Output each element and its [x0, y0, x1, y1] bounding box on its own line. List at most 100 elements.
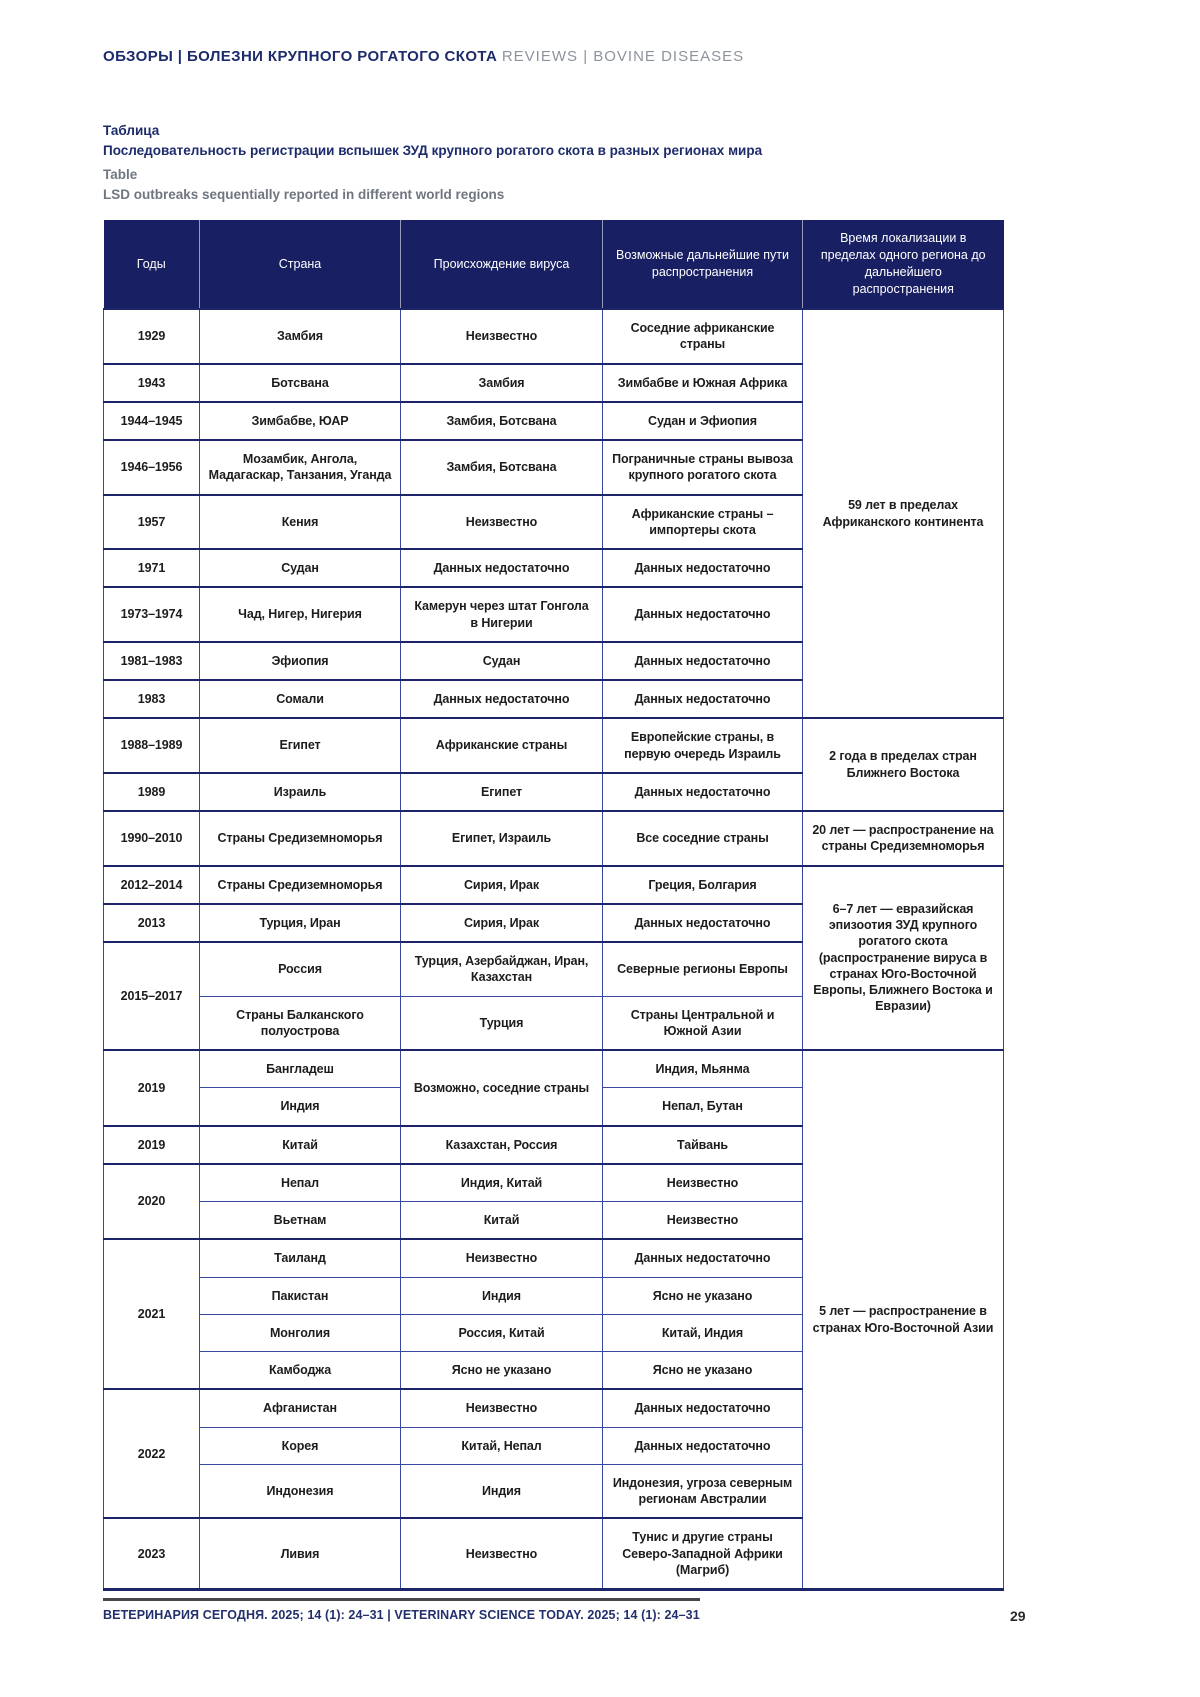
table-cell: Пакистан: [199, 1276, 401, 1315]
table-row: 2019 Китай Казахстан, Россия Тайвань: [103, 1124, 1004, 1165]
table-cell: Чад, Нигер, Нигерия: [199, 586, 401, 643]
table-cell: Сирия, Ирак: [400, 902, 603, 943]
cell-years: 1944–1945: [103, 400, 200, 441]
cell-years: 1946–1956: [103, 439, 200, 495]
table-cell: Египет: [199, 717, 401, 774]
table-cell: Неизвестно: [400, 308, 603, 364]
col-header-virus-origin: Происхождение вируса: [400, 220, 603, 309]
table-row: 1990–2010 Страны Средиземноморья Египет, И…: [103, 810, 1004, 866]
table-row: 2015–2017 Россия Турция, Азербайджан, Иран…: [103, 941, 1004, 1051]
table-row: 1944–1945 Зимбабве, ЮАР Замбия, Ботсвана Су…: [103, 400, 1004, 441]
table-cell: Данных недостаточно: [602, 1388, 803, 1428]
cell-years: 2013: [103, 902, 200, 943]
table-cell: Данных недостаточно: [602, 678, 803, 719]
table-cell: Индия, Китай: [400, 1162, 603, 1202]
table-cell: Зимбабве, ЮАР: [199, 400, 401, 441]
table-cell: Африканские страны – импортеры скота: [602, 493, 803, 550]
table-cell: Россия: [199, 941, 401, 997]
table-cell: Неизвестно: [400, 1388, 603, 1428]
table-cell: Индия: [199, 1087, 401, 1126]
table-cell: 2 года в пределах стран Ближнего Востока: [802, 717, 1004, 812]
cell-years: 1971: [103, 547, 200, 588]
table-cell: Индонезия: [199, 1463, 401, 1519]
table-cell: 59 лет в пределах Африканского континент…: [802, 307, 1004, 719]
table-cell: Греция, Болгария: [602, 864, 803, 905]
table-row: 2019 Бангладеш Возможно, соседние страны Ин…: [103, 1049, 1004, 1590]
table-cell: Китай: [199, 1124, 401, 1165]
cell-years: 2021: [103, 1238, 200, 1390]
table-cell: Непал, Бутан: [602, 1087, 803, 1126]
running-head: ОБЗОРЫ | БОЛЕЗНИ КРУПНОГО РОГАТОГО СКОТА…: [103, 48, 1003, 65]
caption-label-ru: Таблица: [103, 123, 160, 138]
table-cell: Ясно не указано: [400, 1351, 603, 1390]
table-cell: Сомали: [199, 678, 401, 719]
cell-years: 1983: [103, 678, 200, 719]
table-cell: Соседние африканские страны: [602, 308, 803, 364]
table-row: 1929 Замбия Неизвестно Соседние африканские…: [103, 307, 1004, 719]
table-cell: Северные регионы Европы: [602, 941, 803, 997]
table-cell: Индия: [400, 1276, 603, 1315]
table-row: Индия Непал, Бутан: [104, 1087, 1004, 1126]
table-cell: Замбия: [400, 362, 603, 403]
cell-years: 1989: [103, 771, 200, 812]
table-cell: Данных недостаточно: [602, 1426, 803, 1465]
table-cell: Страны Средиземноморья: [199, 864, 401, 905]
table-cell: Египет, Израиль: [400, 810, 603, 866]
table-cell: Неизвестно: [400, 1517, 603, 1591]
footer-citation: ВЕТЕРИНАРИЯ СЕГОДНЯ. 2025; 14 (1): 24–31…: [103, 1598, 700, 1622]
cell-years: 2019: [103, 1124, 200, 1165]
col-header-country: Страна: [199, 220, 401, 309]
table-row: 2013 Турция, Иран Сирия, Ирак Данных недост…: [103, 902, 1004, 943]
table-cell: Замбия, Ботсвана: [400, 439, 603, 495]
caption-title-ru: Последовательность регистрации вспышек З…: [103, 143, 763, 158]
table-cell: Возможно, соседние страны: [400, 1049, 603, 1126]
cell-years: 2022: [103, 1388, 200, 1519]
table-cell: Все соседние страны: [602, 810, 803, 866]
cell-years: 1973–1974: [103, 586, 200, 643]
running-head-en: REVIEWS | BOVINE DISEASES: [501, 48, 745, 65]
table-row: Монголия Россия, Китай Китай, Индия: [104, 1313, 1004, 1353]
table-cell: Израиль: [199, 771, 401, 812]
table-row: 1957 Кения Неизвестно Африканские страны – …: [103, 493, 1004, 550]
table-cell: Индонезия, угроза северным регионам Авст…: [602, 1463, 803, 1519]
col-header-localization-time: Время локализации в пределах одного реги…: [802, 220, 1004, 309]
table-cell: Монголия: [199, 1313, 401, 1353]
table-row: Вьетнам Китай Неизвестно: [104, 1201, 1004, 1240]
table-cell: Бангладеш: [199, 1049, 401, 1089]
table-cell: Судан: [199, 547, 401, 588]
table-cell: Египет: [400, 771, 603, 812]
table-header: Годы Страна Происхождение вируса Возможн…: [103, 220, 1004, 309]
page-content: ОБЗОРЫ | БОЛЕЗНИ КРУПНОГО РОГАТОГО СКОТА…: [103, 0, 1004, 1591]
table-cell: Непал: [199, 1162, 401, 1202]
table-row: 2022 Афганистан Неизвестно Данных недостато…: [103, 1388, 1004, 1519]
cell-years: 1957: [103, 493, 200, 550]
lsd-outbreaks-table: Годы Страна Происхождение вируса Возможн…: [103, 220, 1004, 1591]
table-cell: Судан и Эфиопия: [602, 400, 803, 441]
caption-title-en: LSD outbreaks sequentially reported in d…: [103, 187, 505, 202]
cell-years: 2012–2014: [103, 864, 200, 905]
table-cell: Китай, Непал: [400, 1426, 603, 1465]
table-row: Корея Китай, Непал Данных недостаточно: [104, 1426, 1004, 1465]
table-cell: Ботсвана: [199, 362, 401, 403]
table-cell: Казахстан, Россия: [400, 1124, 603, 1165]
page-footer: ВЕТЕРИНАРИЯ СЕГОДНЯ. 2025; 14 (1): 24–31…: [103, 1598, 700, 1624]
caption-label-en: Table: [103, 167, 138, 182]
table-cell: Индия: [400, 1463, 603, 1519]
table-row: 2023 Ливия Неизвестно Тунис и другие страны…: [103, 1517, 1004, 1591]
table-cell: Кения: [199, 493, 401, 550]
table-cell: Неизвестно: [400, 1238, 603, 1278]
page-number: 29: [1010, 1608, 1026, 1624]
table-cell: Камерун через штат Гонгола в Нигерии: [400, 586, 603, 643]
table-cell: Турция, Иран: [199, 902, 401, 943]
table-cell: Страны Средиземноморья: [199, 810, 401, 866]
running-head-ru: ОБЗОРЫ | БОЛЕЗНИ КРУПНОГО РОГАТОГО СКОТА: [103, 48, 498, 65]
table-cell: Камбоджа: [199, 1351, 401, 1390]
table-cell: Афганистан: [199, 1388, 401, 1428]
table-row: 1989 Израиль Египет Данных недостаточно: [103, 771, 1004, 812]
table-body: 1929 Замбия Неизвестно Соседние африканские…: [103, 307, 1004, 1591]
cell-years: 1981–1983: [103, 640, 200, 681]
table-cell: 6–7 лет — евразийская эпизоотия ЗУД круп…: [802, 864, 1004, 1051]
table-cell: Замбия: [199, 308, 401, 364]
table-cell: Эфиопия: [199, 640, 401, 681]
